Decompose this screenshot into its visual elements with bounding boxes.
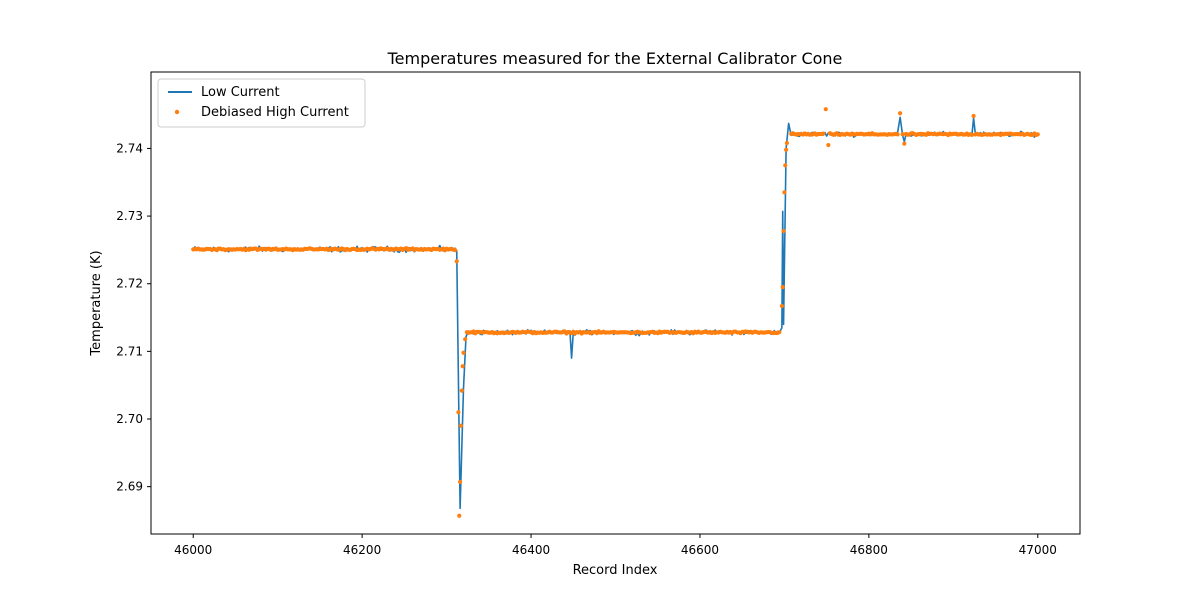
x-tick-label: 47000 bbox=[1019, 543, 1057, 557]
x-tick-label: 46200 bbox=[343, 543, 381, 557]
x-tick-label: 46600 bbox=[681, 543, 719, 557]
scatter-point bbox=[456, 410, 461, 415]
scatter-point bbox=[821, 131, 826, 136]
legend-label-debiased-high-current: Debiased High Current bbox=[201, 105, 349, 120]
scatter-point bbox=[458, 423, 464, 428]
scatter-point bbox=[779, 303, 784, 309]
x-axis: 46000 46200 46400 46600 46800 47000 bbox=[174, 534, 1057, 557]
plot-area bbox=[150, 71, 1081, 535]
y-tick-label: 2.73 bbox=[116, 209, 143, 223]
scatter-point bbox=[457, 513, 462, 518]
scatter-point bbox=[461, 350, 466, 355]
scatter-point bbox=[781, 228, 786, 234]
scatter-point bbox=[969, 132, 975, 137]
scatter-point bbox=[826, 142, 831, 148]
scatter-point bbox=[900, 132, 905, 137]
series-layer bbox=[191, 107, 1040, 518]
legend-label-low-current: Low Current bbox=[201, 85, 280, 100]
series-points-debiased-high-current bbox=[191, 107, 1040, 518]
y-axis: 2.69 2.70 2.71 2.72 2.73 2.74 bbox=[116, 141, 151, 494]
scatter-point bbox=[777, 330, 782, 335]
scatter-point bbox=[463, 337, 468, 342]
legend-dot-swatch bbox=[174, 109, 180, 115]
scatter-point bbox=[898, 111, 903, 116]
y-tick-label: 2.71 bbox=[116, 344, 143, 358]
scatter-point bbox=[784, 147, 789, 152]
scatter-point bbox=[780, 285, 785, 290]
scatter-point bbox=[452, 248, 458, 253]
scatter-point bbox=[458, 479, 463, 485]
y-axis-label: Temperature (K) bbox=[89, 250, 104, 356]
y-tick-label: 2.72 bbox=[116, 277, 143, 291]
chart-title: Temperatures measured for the External C… bbox=[387, 49, 843, 68]
y-tick-label: 2.74 bbox=[116, 141, 143, 155]
x-tick-label: 46400 bbox=[512, 543, 550, 557]
x-axis-label: Record Index bbox=[573, 563, 658, 578]
scatter-point bbox=[902, 141, 907, 146]
scatter-point bbox=[1035, 132, 1040, 137]
scatter-point bbox=[454, 259, 459, 264]
scatter-point bbox=[459, 388, 464, 393]
legend-box bbox=[157, 78, 366, 128]
x-tick-label: 46000 bbox=[174, 543, 212, 557]
scatter-point bbox=[782, 190, 787, 195]
scatter-point bbox=[971, 113, 976, 119]
plot-frame bbox=[150, 71, 1081, 535]
x-tick-label: 46800 bbox=[850, 543, 888, 557]
legend: Low Current Debiased High Current bbox=[157, 78, 366, 128]
scatter-point bbox=[784, 140, 790, 146]
scatter-point bbox=[783, 163, 788, 168]
y-tick-label: 2.70 bbox=[116, 412, 143, 426]
scatter-point bbox=[823, 107, 828, 112]
y-tick-label: 2.69 bbox=[116, 480, 143, 494]
scatter-point bbox=[460, 364, 465, 369]
scatter-point bbox=[895, 132, 900, 137]
